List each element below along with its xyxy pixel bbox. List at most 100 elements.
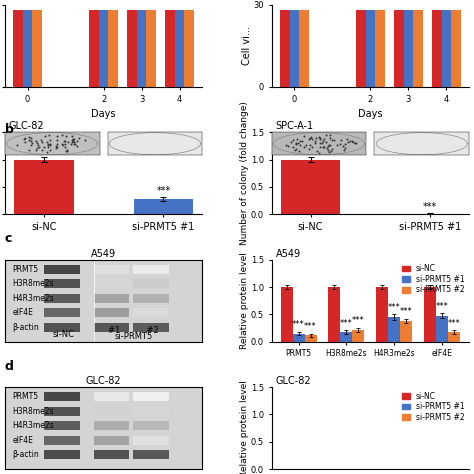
FancyBboxPatch shape	[133, 421, 169, 430]
Legend: si-NC, si-PRMT5 #1, si-PRMT5 #2: si-NC, si-PRMT5 #1, si-PRMT5 #2	[401, 391, 465, 422]
X-axis label: Days: Days	[358, 109, 383, 119]
Y-axis label: Relative protein level: Relative protein level	[240, 252, 249, 349]
Bar	[401, 321, 412, 342]
Text: eIF4E: eIF4E	[13, 308, 34, 317]
Bar	[436, 316, 448, 342]
Text: ***: ***	[388, 303, 401, 312]
FancyBboxPatch shape	[94, 308, 129, 317]
Bar	[356, 10, 365, 87]
Text: PRMT5: PRMT5	[13, 265, 39, 274]
Text: A549: A549	[275, 249, 301, 259]
Bar	[280, 10, 290, 87]
Title: A549: A549	[91, 249, 116, 259]
Text: H3R8me2s: H3R8me2s	[13, 279, 54, 288]
FancyBboxPatch shape	[133, 436, 169, 445]
Text: si-PRMT5 #1: si-PRMT5 #1	[383, 133, 437, 142]
Text: H3R8me2s: H3R8me2s	[13, 407, 54, 416]
Bar	[137, 10, 146, 87]
Text: GLC-82: GLC-82	[9, 121, 44, 131]
Bar	[413, 10, 423, 87]
FancyBboxPatch shape	[44, 265, 80, 274]
FancyBboxPatch shape	[44, 450, 80, 459]
Y-axis label: Relative protein level: Relative protein level	[240, 380, 249, 474]
Text: ***: ***	[423, 201, 438, 212]
FancyBboxPatch shape	[133, 392, 169, 401]
Bar	[432, 10, 442, 87]
FancyBboxPatch shape	[133, 308, 169, 317]
FancyBboxPatch shape	[44, 322, 80, 331]
Bar	[165, 10, 175, 87]
Bar	[281, 287, 292, 342]
Text: ***: ***	[304, 322, 317, 331]
Bar	[14, 160, 73, 214]
Bar	[128, 10, 137, 87]
Bar	[376, 287, 388, 342]
FancyBboxPatch shape	[133, 407, 169, 416]
Bar	[375, 10, 385, 87]
Bar	[13, 10, 23, 87]
Text: b: b	[5, 123, 14, 136]
Text: ***: ***	[340, 319, 353, 328]
Bar	[99, 10, 109, 87]
FancyBboxPatch shape	[44, 392, 80, 401]
FancyBboxPatch shape	[44, 294, 80, 303]
FancyBboxPatch shape	[94, 294, 129, 303]
Bar	[365, 10, 375, 87]
Bar	[353, 330, 365, 342]
X-axis label: Days: Days	[91, 109, 116, 119]
Text: si-NC: si-NC	[53, 329, 75, 338]
Bar	[146, 10, 156, 87]
Text: c: c	[5, 232, 12, 245]
FancyBboxPatch shape	[94, 392, 129, 401]
Text: si-PRMT5 #1: si-PRMT5 #1	[117, 133, 170, 142]
Legend: si-NC, si-PRMT5 #1, si-PRMT5 #2: si-NC, si-PRMT5 #1, si-PRMT5 #2	[401, 264, 465, 295]
Bar	[109, 10, 118, 87]
Bar	[292, 334, 304, 342]
Bar	[451, 10, 461, 87]
FancyBboxPatch shape	[44, 407, 80, 416]
Bar	[134, 199, 193, 214]
Text: PRMT5: PRMT5	[13, 392, 39, 401]
Bar	[304, 335, 317, 342]
FancyBboxPatch shape	[133, 279, 169, 288]
FancyBboxPatch shape	[44, 308, 80, 317]
Text: eIF4E: eIF4E	[13, 436, 34, 445]
Text: H4R3me2s: H4R3me2s	[13, 421, 54, 430]
Bar	[23, 10, 32, 87]
Text: ***: ***	[352, 316, 365, 325]
FancyBboxPatch shape	[133, 265, 169, 274]
FancyBboxPatch shape	[94, 436, 129, 445]
FancyBboxPatch shape	[44, 279, 80, 288]
Text: ***: ***	[156, 186, 171, 196]
Bar	[388, 317, 401, 342]
FancyBboxPatch shape	[44, 421, 80, 430]
Text: si-NC: si-NC	[23, 133, 46, 142]
Bar	[448, 332, 460, 342]
Text: si-NC: si-NC	[290, 133, 312, 142]
Bar	[328, 287, 340, 342]
Text: SPC-A-1: SPC-A-1	[275, 121, 314, 131]
Text: β-actin: β-actin	[13, 450, 39, 459]
FancyBboxPatch shape	[94, 322, 129, 331]
Title: GLC-82: GLC-82	[86, 376, 121, 386]
Y-axis label: Number of colony (fold change): Number of colony (fold change)	[240, 101, 249, 245]
FancyBboxPatch shape	[94, 407, 129, 416]
Text: ***: ***	[448, 319, 461, 328]
Bar	[394, 10, 404, 87]
FancyBboxPatch shape	[44, 436, 80, 445]
Bar	[299, 10, 309, 87]
Bar	[290, 10, 299, 87]
FancyBboxPatch shape	[94, 265, 129, 274]
Bar	[32, 10, 42, 87]
Text: ***: ***	[436, 301, 449, 310]
FancyBboxPatch shape	[94, 450, 129, 459]
Bar	[281, 160, 340, 214]
FancyBboxPatch shape	[133, 450, 169, 459]
Text: ***: ***	[400, 307, 413, 316]
FancyBboxPatch shape	[94, 421, 129, 430]
Text: #1          #2: #1 #2	[108, 326, 159, 335]
Bar	[340, 332, 353, 342]
Y-axis label: Cell vi...: Cell vi...	[242, 27, 252, 65]
Text: ***: ***	[292, 320, 305, 329]
FancyBboxPatch shape	[94, 279, 129, 288]
